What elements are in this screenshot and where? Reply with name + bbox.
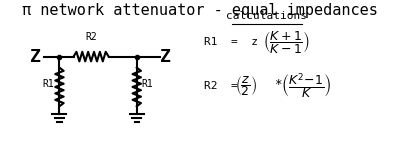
Text: Z: Z — [160, 48, 170, 66]
Text: R2  =: R2 = — [204, 81, 237, 91]
Text: π network attenuator - equal impedances: π network attenuator - equal impedances — [22, 3, 378, 18]
Text: R1: R1 — [42, 79, 54, 89]
Text: R2: R2 — [85, 32, 97, 42]
Text: calculations: calculations — [226, 11, 307, 21]
Text: R1: R1 — [141, 79, 153, 89]
Text: $\left(\dfrac{z}{2}\right)$: $\left(\dfrac{z}{2}\right)$ — [235, 74, 257, 98]
Text: *: * — [274, 78, 281, 91]
Text: $\left(\dfrac{K+1}{K-1}\right)$: $\left(\dfrac{K+1}{K-1}\right)$ — [263, 29, 310, 55]
Text: $\left(\dfrac{K^2\!-\!1}{K}\right)$: $\left(\dfrac{K^2\!-\!1}{K}\right)$ — [281, 71, 332, 101]
Text: Z: Z — [30, 48, 40, 66]
Text: R1  =  z: R1 = z — [204, 37, 258, 47]
